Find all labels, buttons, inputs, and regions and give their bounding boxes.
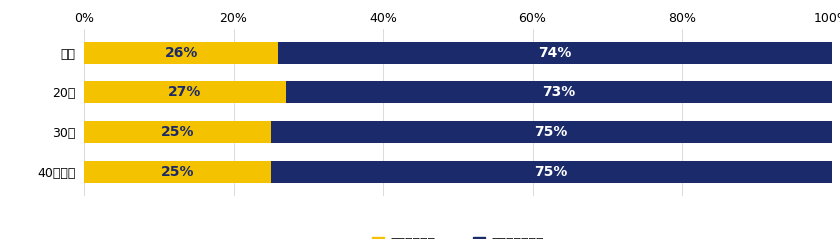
Text: 27%: 27% — [168, 85, 202, 99]
Text: 74%: 74% — [538, 46, 572, 60]
Text: 75%: 75% — [534, 125, 568, 139]
Text: 75%: 75% — [534, 165, 568, 179]
Text: 25%: 25% — [160, 125, 194, 139]
Bar — [270, 121, 832, 143]
Text: 25%: 25% — [160, 165, 194, 179]
Bar — [286, 81, 832, 103]
Bar — [84, 42, 278, 64]
Text: 73%: 73% — [542, 85, 575, 99]
Bar — [278, 42, 832, 64]
Bar — [84, 81, 286, 103]
Text: 26%: 26% — [165, 46, 198, 60]
Bar — [84, 121, 270, 143]
Legend: 行なっている, 行なっていない: 行なっている, 行なっていない — [368, 233, 548, 239]
Bar — [270, 161, 832, 183]
Bar — [84, 161, 270, 183]
